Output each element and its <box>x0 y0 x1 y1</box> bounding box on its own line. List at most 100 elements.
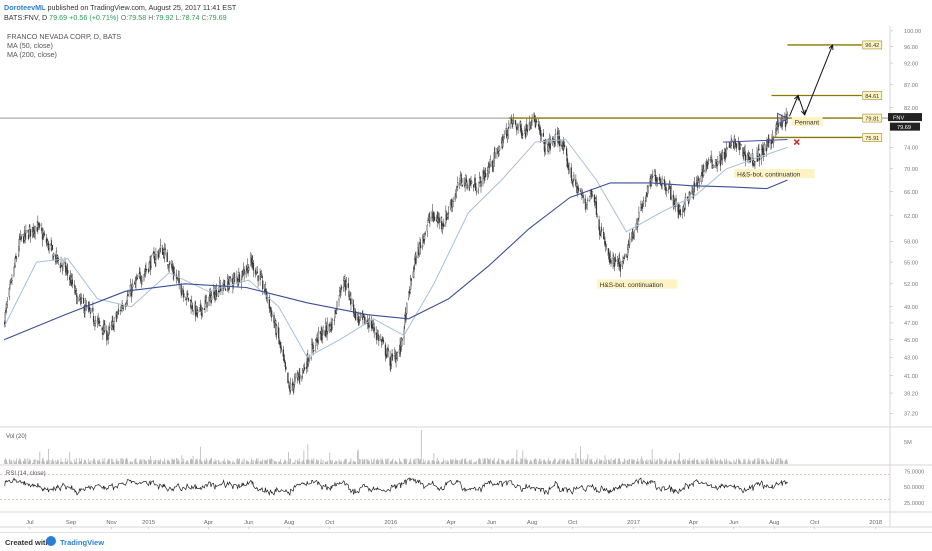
volume-bar <box>730 462 731 464</box>
volume-bar <box>160 459 161 464</box>
volume-bar <box>192 455 194 464</box>
candle-up <box>441 225 444 228</box>
volume-bar <box>275 461 277 464</box>
candle-down <box>82 298 85 304</box>
candle-up <box>550 139 552 145</box>
author-name[interactable]: DoroteevML <box>4 3 46 12</box>
volume-bar <box>56 462 57 464</box>
price-tick-label: 43.00 <box>904 355 918 361</box>
volume-bar <box>744 458 746 464</box>
candle-down <box>520 127 523 136</box>
candle-down <box>466 183 468 189</box>
candle-down <box>139 271 141 275</box>
volume-bar <box>357 449 359 464</box>
rsi-tick-label: 50.0000 <box>904 485 924 491</box>
volume-bar <box>298 458 300 464</box>
volume-bar <box>739 459 741 464</box>
volume-bar <box>484 458 486 464</box>
volume-bar <box>378 460 380 464</box>
candle-up <box>404 315 406 326</box>
volume-bar <box>24 461 26 464</box>
volume-bar <box>324 461 326 464</box>
volume-bar <box>79 458 81 464</box>
candle-up <box>113 321 115 327</box>
volume-bar <box>777 458 779 464</box>
volume-bar <box>149 460 151 464</box>
candle-down <box>420 244 422 249</box>
candle-down <box>288 385 290 389</box>
volume-bar <box>406 458 408 464</box>
volume-bar <box>628 459 630 464</box>
candle-down <box>335 312 337 314</box>
candle-up <box>418 243 420 253</box>
candle-up <box>406 302 408 314</box>
volume-bar <box>95 462 96 464</box>
candle-up <box>333 319 336 321</box>
candle-down <box>373 327 375 332</box>
volume-bar <box>209 459 211 464</box>
volume-bar <box>335 460 337 464</box>
volume-bar <box>23 460 25 464</box>
candle-down <box>409 291 411 294</box>
volume-bar <box>558 460 560 464</box>
legend-ma50[interactable]: MA (50, close) <box>7 41 53 50</box>
candle-up <box>423 234 426 240</box>
volume-bar <box>139 461 141 464</box>
volume-bar <box>210 458 212 464</box>
volume-bar <box>646 459 648 464</box>
volume-bar <box>326 461 328 464</box>
volume-bar <box>517 461 519 464</box>
candle-up <box>211 295 213 301</box>
candle-up <box>80 297 83 299</box>
volume-bar <box>753 461 755 464</box>
candle-up <box>131 286 133 294</box>
candle-up <box>772 140 775 143</box>
candle-up <box>169 261 171 264</box>
price-tick-label: 66.00 <box>904 190 918 196</box>
volume-bar <box>512 458 514 464</box>
volume-bar <box>203 459 205 464</box>
candle-up <box>568 162 570 170</box>
volume-bar <box>186 461 188 464</box>
volume-bar <box>414 459 416 464</box>
volume-bar <box>99 459 100 464</box>
volume-bar <box>424 462 426 464</box>
candle-up <box>626 249 629 256</box>
volume-bar <box>333 462 335 464</box>
candle-up <box>757 149 759 157</box>
time-tick-label: Sep <box>66 520 76 526</box>
volume-bar <box>352 462 354 464</box>
volume-bar <box>52 460 54 464</box>
candle-down <box>610 259 612 264</box>
volume-bar <box>632 461 634 464</box>
volume-bar <box>548 458 550 464</box>
volume-bar <box>443 460 445 464</box>
volume-bar <box>120 458 122 464</box>
candle-up <box>104 324 106 332</box>
volume-bar <box>183 460 185 464</box>
tradingview-brand[interactable]: TradingView <box>60 538 105 547</box>
volume-bar <box>721 460 723 464</box>
volume-bar <box>321 462 323 464</box>
candle-down <box>401 338 403 341</box>
volume-bar <box>247 461 249 464</box>
volume-bar <box>357 450 359 464</box>
volume-bar <box>489 458 491 464</box>
candle-up <box>471 181 473 184</box>
volume-bar <box>347 462 349 464</box>
candle-up <box>372 324 375 328</box>
volume-bar <box>571 458 573 464</box>
volume-tick-label: 5M <box>904 440 912 446</box>
candle-up <box>322 327 324 333</box>
candle-down <box>675 198 677 202</box>
volume-bar <box>268 458 270 464</box>
volume-bar <box>420 459 422 464</box>
volume-bar <box>457 460 459 464</box>
legend-ma200[interactable]: MA (200, close) <box>7 50 57 59</box>
volume-bar <box>121 458 122 464</box>
volume-bar <box>130 462 132 464</box>
volume-bar <box>703 459 705 464</box>
volume-bar <box>680 461 682 464</box>
volume-bar <box>635 460 637 464</box>
